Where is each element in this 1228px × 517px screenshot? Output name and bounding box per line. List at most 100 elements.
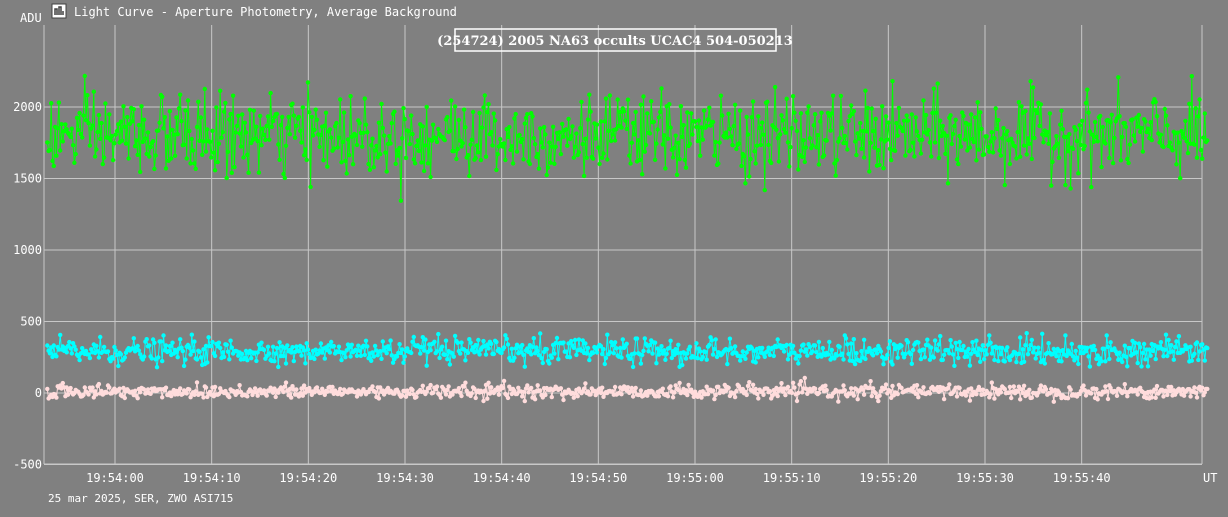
data-point	[783, 392, 788, 398]
data-point	[585, 117, 591, 122]
data-point	[1073, 127, 1078, 132]
data-point	[607, 93, 613, 98]
data-point	[494, 167, 499, 173]
data-point	[50, 158, 55, 164]
data-point	[436, 331, 441, 337]
data-point	[1085, 345, 1090, 350]
data-point	[334, 120, 339, 126]
data-point	[1014, 156, 1019, 161]
data-point	[638, 102, 644, 107]
data-point	[581, 386, 587, 391]
data-point	[378, 385, 383, 390]
data-point	[1131, 133, 1137, 138]
data-point	[474, 143, 480, 148]
data-point	[710, 388, 716, 393]
data-point	[983, 348, 988, 353]
data-point	[1086, 354, 1091, 359]
data-point	[94, 343, 99, 349]
data-point	[251, 108, 256, 113]
data-point	[665, 394, 671, 399]
data-point	[753, 360, 758, 365]
data-point	[83, 348, 89, 354]
data-point	[521, 389, 526, 395]
data-point	[1030, 85, 1036, 90]
chart-app-icon[interactable]	[51, 3, 67, 19]
y-tick-label: -500	[13, 458, 42, 472]
data-point	[1166, 337, 1171, 343]
data-point	[642, 336, 647, 341]
data-point	[612, 138, 618, 143]
data-point	[45, 386, 50, 392]
data-point	[171, 132, 176, 137]
data-point	[890, 362, 895, 367]
data-point	[304, 341, 309, 346]
data-point	[90, 123, 95, 128]
data-point	[307, 110, 312, 115]
data-point	[1165, 392, 1170, 398]
data-point	[687, 344, 693, 349]
data-point	[645, 111, 650, 116]
data-point	[941, 396, 947, 402]
data-point	[1083, 393, 1089, 398]
data-point	[803, 145, 809, 150]
data-point	[478, 157, 484, 163]
data-point	[121, 385, 126, 391]
data-point	[389, 121, 394, 126]
data-point	[932, 140, 938, 145]
data-point	[1196, 114, 1201, 119]
data-point	[730, 142, 735, 148]
data-point	[126, 156, 131, 161]
data-point	[294, 344, 299, 349]
data-point	[895, 391, 900, 397]
data-point	[267, 351, 272, 356]
data-point	[209, 343, 214, 349]
data-point	[354, 353, 360, 358]
data-point	[240, 351, 245, 357]
data-point	[338, 386, 343, 392]
data-point	[134, 138, 139, 143]
data-point	[980, 387, 985, 392]
data-point	[512, 355, 517, 360]
data-point	[609, 138, 614, 144]
data-point	[228, 338, 233, 343]
data-point	[339, 357, 344, 363]
data-point	[1038, 383, 1044, 388]
data-point	[833, 173, 838, 178]
data-point	[727, 336, 733, 341]
data-point	[296, 114, 302, 120]
data-point	[187, 387, 192, 392]
data-point	[258, 387, 263, 392]
data-point	[101, 155, 107, 160]
data-point	[1117, 350, 1122, 355]
data-point	[219, 135, 224, 140]
data-point	[272, 359, 277, 364]
data-point	[54, 354, 59, 359]
data-point	[1030, 350, 1036, 355]
data-point	[390, 360, 396, 365]
data-point	[963, 393, 969, 398]
data-point	[694, 341, 699, 346]
data-point	[414, 143, 419, 149]
x-tick-label: 19:54:10	[183, 471, 241, 485]
data-point	[704, 357, 709, 362]
data-point	[372, 389, 378, 395]
data-point	[563, 349, 569, 354]
chart-title-box: (254724) 2005 NA63 occults UCAC4 504-050…	[437, 28, 793, 52]
data-point	[489, 341, 494, 347]
data-point	[505, 134, 511, 140]
data-point	[561, 134, 566, 139]
data-point	[750, 382, 756, 387]
data-point	[576, 150, 582, 155]
data-point	[227, 117, 232, 122]
data-point	[74, 115, 80, 121]
data-point	[1091, 343, 1097, 349]
data-point	[122, 124, 128, 129]
data-point	[535, 348, 540, 354]
data-point	[978, 359, 983, 364]
data-point	[656, 394, 662, 399]
data-point	[234, 123, 240, 129]
data-point	[1165, 123, 1170, 128]
data-point	[602, 361, 607, 367]
data-point	[931, 86, 936, 91]
